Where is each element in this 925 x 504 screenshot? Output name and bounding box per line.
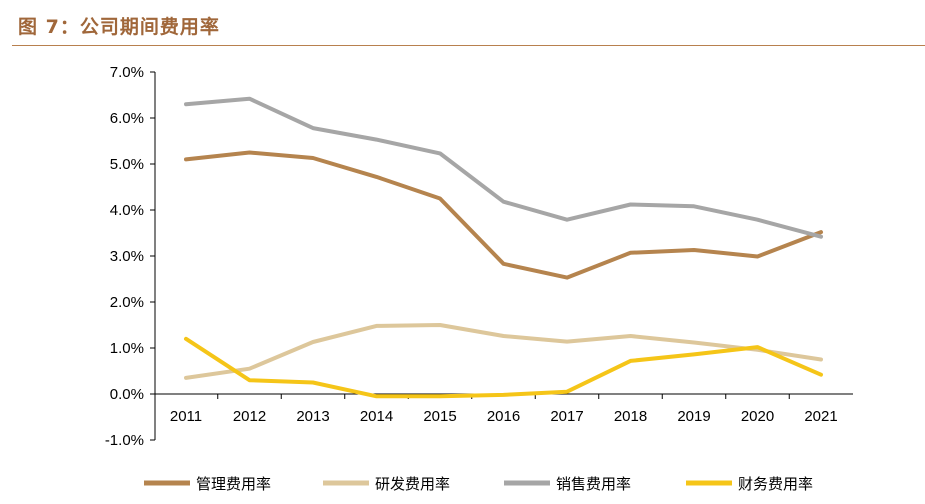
data-point — [692, 248, 696, 252]
data-point — [692, 204, 696, 208]
legend-label: 销售费用率 — [556, 475, 631, 493]
x-tick-label: 2015 — [423, 408, 456, 425]
x-tick-label: 2020 — [741, 408, 774, 425]
title-divider — [12, 45, 925, 46]
x-tick-label: 2017 — [550, 408, 583, 425]
data-point — [629, 203, 632, 206]
y-tick-label: -1.0% — [105, 432, 144, 449]
data-point — [819, 358, 823, 361]
data-point — [502, 393, 505, 397]
data-point — [565, 390, 569, 394]
data-point — [565, 218, 569, 222]
data-point — [629, 251, 632, 255]
data-point — [756, 218, 759, 222]
y-tick-label: 1.0% — [110, 340, 144, 357]
x-tick-label: 2011 — [170, 408, 202, 425]
y-tick-label: 5.0% — [110, 156, 144, 173]
data-point — [375, 175, 378, 179]
y-tick-label: 6.0% — [110, 110, 144, 127]
x-tick-label: 2018 — [614, 408, 647, 425]
legend: 管理费用率 研发费用率 销售费用率 财务费用率 — [144, 475, 813, 493]
data-point — [248, 97, 251, 101]
x-tick-label: 2016 — [487, 408, 520, 425]
legend-label: 研发费用率 — [375, 475, 450, 493]
data-point — [438, 323, 442, 327]
data-point — [565, 276, 569, 280]
data-point — [311, 156, 315, 160]
data-point — [756, 345, 759, 349]
data-point — [438, 394, 442, 398]
data-point — [438, 197, 442, 200]
data-point — [819, 235, 823, 239]
data-point — [184, 157, 188, 161]
y-tick-label: 0.0% — [110, 386, 144, 403]
data-point — [692, 341, 696, 344]
series-line-1 — [184, 150, 823, 280]
data-point — [629, 359, 632, 363]
x-tick-label: 2013 — [296, 408, 329, 425]
y-tick-label: 7.0% — [110, 64, 144, 81]
x-tick-label: 2021 — [804, 408, 837, 425]
data-point — [375, 394, 378, 398]
data-point — [248, 378, 251, 382]
y-tick-label: 4.0% — [110, 202, 144, 219]
data-point — [375, 324, 378, 328]
data-point — [756, 255, 759, 258]
series-layer — [184, 96, 823, 399]
data-point — [819, 373, 823, 377]
data-point — [438, 151, 442, 155]
axes: -1.0% 0.0% 1.0% 2.0% 3.0% 4.0% 5.0% 6.0% 7.0% 201… — [105, 64, 853, 449]
data-point — [184, 337, 188, 341]
y-tick-label: 3.0% — [110, 248, 144, 265]
data-point — [248, 151, 251, 154]
figure-title: 图 7：公司期间费用率 — [18, 16, 220, 38]
x-tick-label: 2019 — [677, 408, 710, 425]
data-point — [184, 376, 188, 380]
data-point — [502, 262, 505, 266]
data-point — [375, 138, 378, 142]
legend-label: 财务费用率 — [738, 475, 813, 493]
data-point — [565, 340, 569, 344]
data-point — [629, 334, 632, 338]
data-point — [184, 102, 188, 106]
data-point — [311, 340, 315, 344]
data-point — [819, 230, 823, 234]
data-point — [311, 126, 315, 130]
data-point — [502, 334, 505, 338]
data-point — [502, 200, 505, 204]
y-tick-label: 2.0% — [110, 294, 144, 311]
x-tick-label: 2014 — [360, 408, 393, 425]
data-point — [248, 367, 251, 371]
legend-label: 管理费用率 — [196, 475, 271, 493]
x-tick-label: 2012 — [233, 408, 266, 425]
series-line-3 — [184, 96, 823, 239]
data-point — [692, 352, 696, 356]
data-point — [311, 381, 315, 384]
